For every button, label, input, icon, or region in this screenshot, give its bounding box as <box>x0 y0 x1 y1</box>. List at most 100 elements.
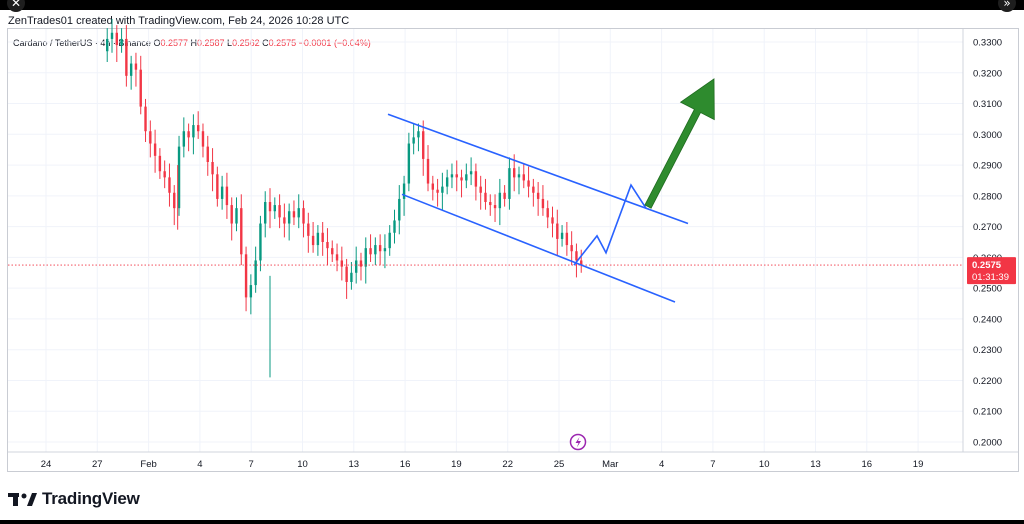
candle-body <box>512 168 516 178</box>
candle-body <box>364 248 367 267</box>
candle-body <box>441 186 444 193</box>
candle-body <box>106 38 109 52</box>
x-tick-label: 10 <box>759 459 770 470</box>
candle-body <box>278 205 281 218</box>
candle-body <box>436 189 439 193</box>
x-tick-label: 13 <box>349 459 360 470</box>
candle-body <box>235 208 238 224</box>
candle-body <box>321 232 324 242</box>
x-tick-label: Mar <box>602 459 618 470</box>
legend-change: −0.0001 (−0.04%) <box>298 38 371 48</box>
candle-body <box>378 245 382 252</box>
candle-body <box>182 131 186 147</box>
x-tick-label: 4 <box>197 459 202 470</box>
candle-body <box>417 131 420 138</box>
candle-body <box>110 32 114 39</box>
x-tick-label: 4 <box>659 459 664 470</box>
double-chevron-right-icon[interactable]: » <box>998 0 1016 12</box>
candle-body <box>216 174 219 199</box>
symbol-legend: Cardano / TetherUS · 4h · Binance O0.257… <box>13 38 371 48</box>
legend-open-key: O <box>153 38 161 48</box>
candle-body <box>369 248 372 255</box>
candle-body <box>283 217 286 224</box>
candle-body <box>163 171 166 178</box>
y-tick-label: 0.2200 <box>973 376 1002 387</box>
legend-low-key: L <box>227 38 233 48</box>
candle-body <box>565 232 569 246</box>
candle-body <box>541 198 545 209</box>
candle-body <box>560 232 564 239</box>
candle-body <box>536 192 540 199</box>
candle-body <box>307 223 310 236</box>
y-tick-label: 0.3000 <box>973 130 1002 141</box>
candle-body <box>388 232 391 249</box>
x-tick-label: Feb <box>140 459 156 470</box>
countdown-label: 01:31:39 <box>972 272 1009 283</box>
candle-body <box>273 205 276 212</box>
candle-body <box>359 260 363 267</box>
candle-body <box>225 186 229 206</box>
candle-body <box>383 248 387 252</box>
candle-body <box>129 63 133 76</box>
candle-body <box>302 208 305 224</box>
x-tick-label: 16 <box>862 459 873 470</box>
x-tick-label: 19 <box>913 459 924 470</box>
legend-high-value: 0.2587 <box>197 38 225 48</box>
candle-body <box>350 272 353 282</box>
candle-body <box>331 248 334 255</box>
legend-close-key: C <box>262 38 269 48</box>
candle-body <box>354 260 358 273</box>
candle-body <box>374 245 377 255</box>
candle-body <box>287 211 291 224</box>
candle-body <box>134 63 138 70</box>
candle-body <box>431 183 435 190</box>
candle-body <box>498 192 502 209</box>
candle-body <box>479 186 482 193</box>
candle-body <box>220 186 224 199</box>
channel-upper-line <box>387 113 689 225</box>
candle-body <box>158 155 162 172</box>
candle-body <box>264 202 267 224</box>
y-tick-label: 0.2300 <box>973 345 1002 356</box>
candle-body <box>546 208 549 218</box>
candle-body <box>206 146 209 162</box>
lightning-bolt-icon <box>575 437 581 448</box>
close-icon[interactable]: ✕ <box>7 0 25 12</box>
bullish-arrow-icon <box>644 78 715 209</box>
candle-body <box>460 177 463 181</box>
candle-body <box>575 251 578 261</box>
candle-body <box>503 192 506 199</box>
candle-body <box>268 202 272 212</box>
candle-body <box>192 125 195 138</box>
legend-high-key: H <box>190 38 198 48</box>
candle-body <box>455 174 458 178</box>
candle-body <box>493 205 497 209</box>
x-tick-label: 7 <box>249 459 254 470</box>
legend-close-value: 0.2575 <box>268 38 297 48</box>
candle-body <box>508 168 511 199</box>
candle-body <box>201 131 205 147</box>
channel-lower-line <box>401 193 676 303</box>
candle-body <box>345 266 348 282</box>
candle-body <box>335 254 339 261</box>
candle-body <box>580 260 583 266</box>
candle-body <box>398 198 401 221</box>
candle-body <box>297 208 300 218</box>
y-tick-label: 0.2900 <box>973 161 1002 172</box>
y-tick-label: 0.3200 <box>973 68 1002 79</box>
candle-body <box>149 131 152 144</box>
candle-body <box>532 186 535 193</box>
x-tick-label: 24 <box>41 459 52 470</box>
tradingview-brand[interactable]: TradingView <box>8 489 140 509</box>
candle-body <box>551 217 554 224</box>
candle-body <box>230 205 233 224</box>
candle-body <box>254 260 257 286</box>
projection-path <box>573 183 647 266</box>
candle-body <box>240 208 243 255</box>
candle-body <box>187 131 190 138</box>
candle-body <box>244 254 248 298</box>
candle-body <box>125 38 128 76</box>
x-tick-label: 27 <box>92 459 103 470</box>
candle-body <box>259 223 262 261</box>
